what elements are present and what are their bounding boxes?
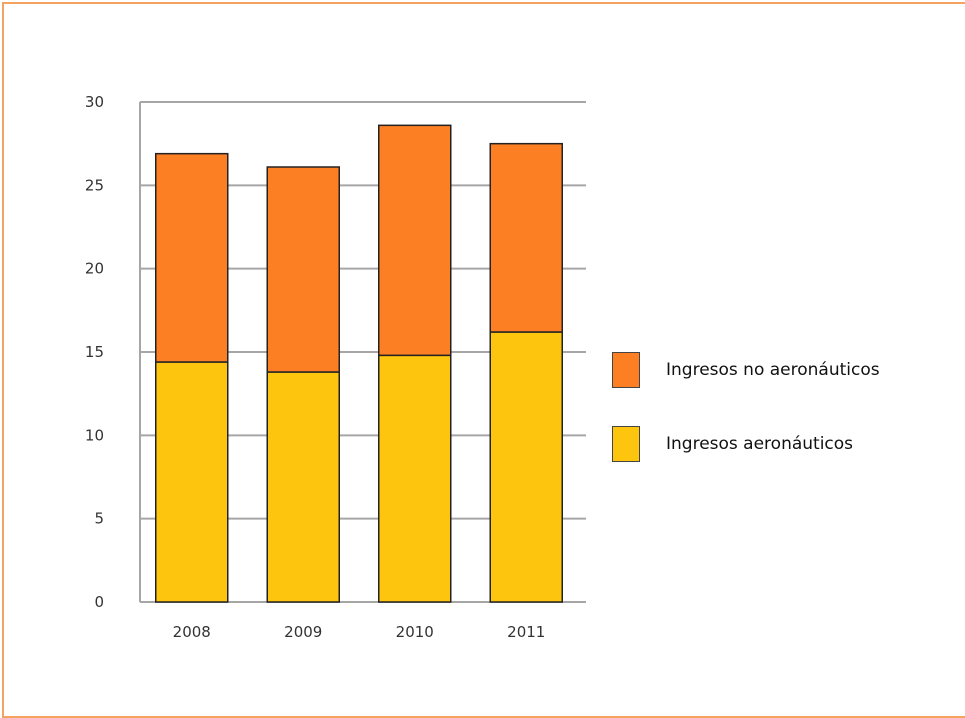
x-tick-label-2009: 2009 xyxy=(284,623,322,641)
legend-label-aeronautical: Ingresos aeronáuticos xyxy=(666,434,854,454)
y-tick-label-0: 0 xyxy=(94,593,104,611)
bar-2011-aeronautical xyxy=(489,331,563,603)
y-tick-label-20: 20 xyxy=(85,260,104,278)
bar-2008-aeronautical xyxy=(155,361,229,603)
x-tick-label-2011: 2011 xyxy=(507,623,545,641)
bar-2011-non-aeronautical xyxy=(489,142,563,333)
legend-item-non-aeronautical: Ingresos no aeronáuticos xyxy=(612,350,880,390)
y-tick-label-15: 15 xyxy=(85,343,104,361)
legend-swatch-aeronautical xyxy=(612,426,640,462)
legend-label-non-aeronautical: Ingresos no aeronáuticos xyxy=(666,360,880,380)
y-tick-label-30: 30 xyxy=(85,93,104,111)
x-tick-label-2008: 2008 xyxy=(173,623,211,641)
chart-legend: Ingresos no aeronáuticos Ingresos aeroná… xyxy=(612,350,880,498)
bar-2009-aeronautical xyxy=(266,371,340,603)
legend-swatch-non-aeronautical xyxy=(612,352,640,388)
bar-2010-aeronautical xyxy=(378,354,452,603)
bar-2008-non-aeronautical xyxy=(155,152,229,363)
y-tick-label-10: 10 xyxy=(85,426,104,444)
legend-item-aeronautical: Ingresos aeronáuticos xyxy=(612,424,880,464)
x-tick-label-2010: 2010 xyxy=(396,623,434,641)
bar-2010-non-aeronautical xyxy=(378,124,452,357)
y-tick-label-25: 25 xyxy=(85,176,104,194)
bar-2009-non-aeronautical xyxy=(266,166,340,373)
y-tick-label-5: 5 xyxy=(94,510,104,528)
